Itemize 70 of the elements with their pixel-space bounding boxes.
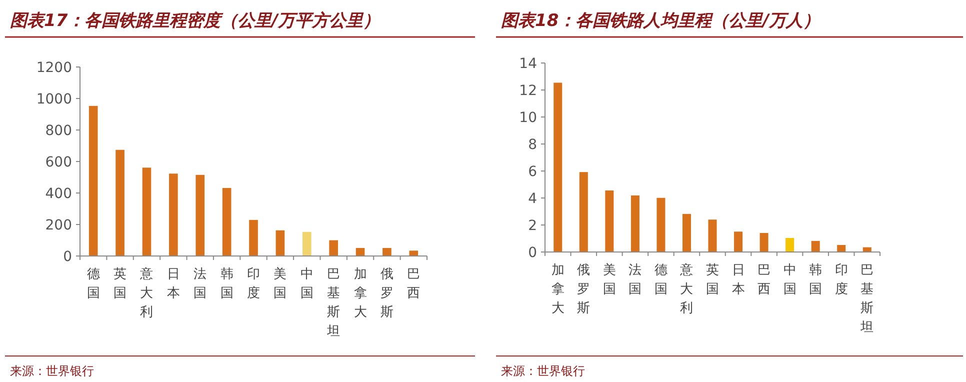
bar — [579, 172, 588, 252]
bar — [142, 168, 152, 256]
bar — [356, 248, 365, 256]
y-tick-label: 4 — [528, 191, 538, 207]
x-tick-label: 法国 — [628, 263, 642, 297]
x-tick-label: 日本 — [732, 263, 745, 297]
bar — [786, 238, 794, 252]
x-tick-label: 日本 — [166, 267, 180, 301]
bar — [630, 195, 640, 252]
x-tick-label: 巴基斯坦 — [326, 267, 340, 339]
y-tick-label: 10 — [519, 110, 537, 126]
bar — [302, 232, 312, 256]
x-tick-label: 印度 — [247, 267, 260, 301]
y-tick-label: 8 — [528, 137, 537, 153]
y-tick-label: 6 — [528, 164, 538, 180]
x-tick-label: 巴西 — [758, 263, 771, 297]
x-tick-label: 美国 — [274, 266, 287, 301]
x-tick-label: 加拿大 — [551, 263, 564, 316]
bar — [734, 232, 743, 252]
y-tick-label: 200 — [45, 218, 72, 234]
x-tick-label: 德国 — [654, 263, 668, 297]
y-tick-label: 0 — [63, 249, 72, 265]
bar — [656, 198, 666, 252]
x-tick-label: 英国 — [114, 267, 127, 301]
y-tick-label: 800 — [45, 123, 72, 139]
x-tick-label: 意大利 — [139, 267, 154, 320]
bar — [811, 240, 820, 252]
y-tick-label: 1200 — [36, 60, 72, 76]
x-tick-label: 俄罗斯 — [380, 267, 394, 320]
x-tick-label: 德国 — [86, 267, 100, 301]
bar — [409, 250, 418, 256]
x-tick-label: 加拿大 — [354, 267, 367, 320]
y-tick-label: 400 — [45, 186, 72, 202]
x-tick-label: 巴基斯坦 — [860, 263, 874, 335]
y-tick-label: 14 — [519, 56, 538, 72]
chart-title: 图表17：各国铁路里程密度（公里/万平方公里） — [10, 11, 380, 31]
bar — [837, 244, 846, 252]
bar — [382, 248, 392, 256]
x-tick-label: 巴西 — [407, 267, 420, 301]
y-tick-label: 1000 — [36, 92, 72, 108]
y-tick-label: 12 — [519, 83, 537, 99]
bar — [88, 106, 98, 256]
x-tick-label: 俄罗斯 — [577, 263, 590, 316]
bar — [682, 214, 691, 252]
bar — [329, 240, 338, 256]
x-tick-label: 法国 — [194, 267, 207, 301]
bar — [760, 232, 768, 252]
source-note: 来源：世界银行 — [10, 364, 94, 378]
x-tick-label: 韩国 — [809, 263, 822, 297]
y-tick-label: 2 — [528, 218, 537, 234]
y-tick-label: 0 — [528, 245, 537, 261]
y-tick-label: 600 — [45, 154, 72, 170]
x-tick-label: 中国 — [300, 267, 314, 301]
x-tick-label: 英国 — [706, 263, 719, 297]
bar — [169, 174, 178, 256]
x-tick-label: 印度 — [834, 263, 848, 297]
x-tick-label: 韩国 — [220, 267, 234, 301]
bar — [605, 190, 614, 252]
bar — [554, 82, 562, 252]
x-tick-label: 美国 — [602, 262, 616, 297]
chart-title: 图表18：各国铁路人均里程（公里/万人） — [501, 11, 820, 31]
bar — [116, 150, 124, 256]
bar — [708, 220, 717, 252]
source-note: 来源：世界银行 — [501, 364, 585, 378]
bar — [249, 220, 258, 256]
bar — [222, 188, 232, 256]
bar — [196, 174, 205, 256]
x-tick-label: 意大利 — [679, 263, 694, 316]
x-tick-label: 中国 — [783, 263, 796, 297]
bar — [276, 230, 285, 256]
